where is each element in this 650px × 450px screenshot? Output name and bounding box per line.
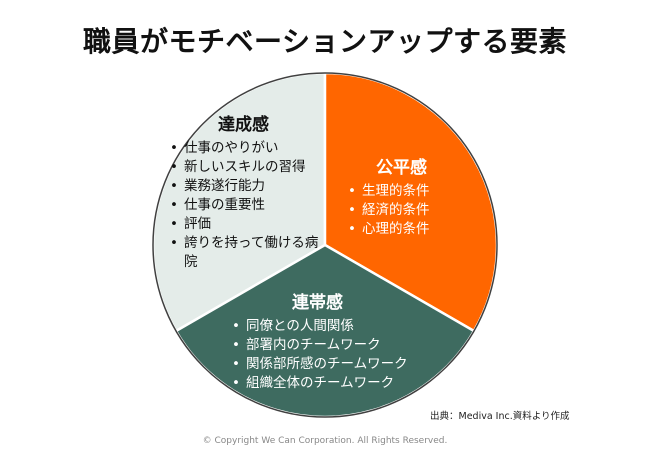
segment-title-solidarity: 連帯感 (292, 293, 343, 313)
list-item: 部署内のチームワーク (232, 336, 408, 355)
copyright: © Copyright We Can Corporation. All Righ… (202, 436, 448, 446)
list-item: 関係部所感のチームワーク (232, 355, 408, 374)
segment-fairness: 公平感 生理的条件 経済的条件 心理的条件 (348, 153, 430, 239)
fairness-list: 生理的条件 経済的条件 心理的条件 (348, 182, 430, 239)
segment-title-fairness: 公平感 (376, 158, 427, 178)
achievement-list: 仕事のやりがい 新しいスキルの習得 業務遂行能力 仕事の重要性 評価 誇りを持っ… (170, 139, 324, 272)
list-item: 仕事のやりがい (170, 139, 324, 158)
list-item: 組織全体のチームワーク (232, 374, 408, 393)
segment-achievement: 達成感 仕事のやりがい 新しいスキルの習得 業務遂行能力 仕事の重要性 評価 誇… (170, 110, 324, 272)
pie-border (152, 72, 498, 418)
list-item: 同僚との人間関係 (232, 317, 408, 336)
list-item: 仕事の重要性 (170, 196, 324, 215)
segment-title-achievement: 達成感 (218, 115, 269, 135)
list-item: 新しいスキルの習得 (170, 158, 324, 177)
page-title: 職員がモチベーションアップする要素 (83, 25, 567, 58)
list-item: 誇りを持って働ける病院 (170, 234, 324, 272)
list-item: 評価 (170, 215, 324, 234)
list-item: 生理的条件 (348, 182, 430, 201)
list-item: 業務遂行能力 (170, 177, 324, 196)
list-item: 心理的条件 (348, 220, 430, 239)
list-item: 経済的条件 (348, 201, 430, 220)
source-note: 出典：Mediva Inc.資料より作成 (430, 411, 570, 422)
solidarity-list: 同僚との人間関係 部署内のチームワーク 関係部所感のチームワーク 組織全体のチー… (232, 317, 408, 393)
segment-solidarity: 連帯感 同僚との人間関係 部署内のチームワーク 関係部所感のチームワーク 組織全… (232, 288, 408, 393)
